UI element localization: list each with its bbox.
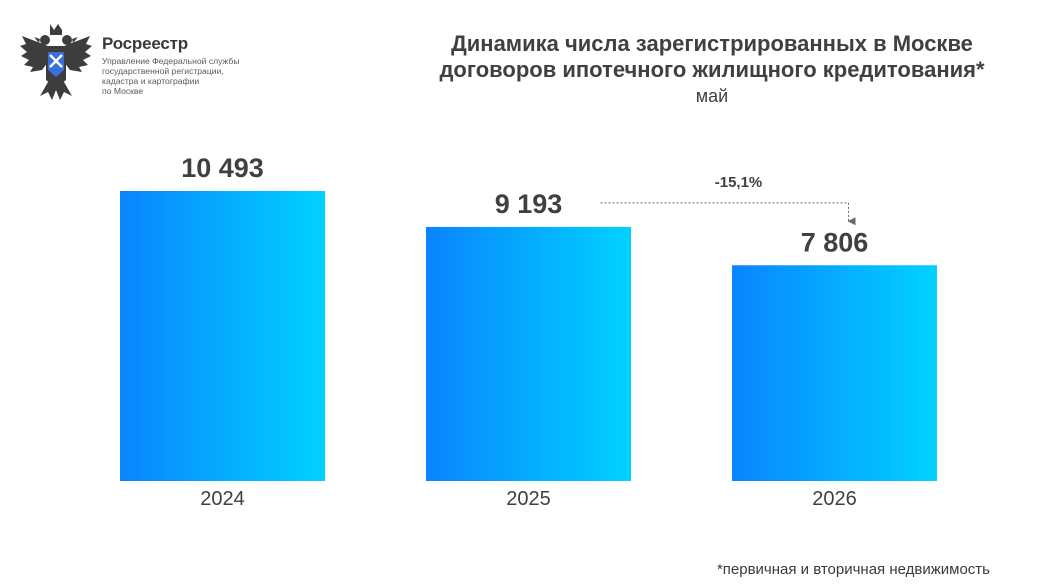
rosreestr-logo: Росреестр Управление Федеральной службы … — [18, 22, 268, 104]
chart-title: Динамика числа зарегистрированных в Моск… — [439, 31, 985, 82]
bar-2024 — [120, 191, 325, 481]
category-label-2024: 2024 — [200, 488, 245, 510]
change-arrow — [600, 202, 856, 226]
footnote: *первичная и вторичная недвижимость — [716, 561, 990, 578]
org-subtitle: Управление Федеральной службы государств… — [102, 56, 240, 96]
change-percent-label: -15,1% — [715, 174, 763, 191]
category-label-2025: 2025 — [506, 488, 551, 510]
bar-2025 — [426, 226, 631, 481]
chart-subtitle: май — [695, 86, 729, 106]
bar-2026 — [732, 265, 937, 481]
category-label-2026: 2026 — [812, 488, 857, 510]
org-name: Росреестр — [102, 34, 188, 53]
eagle-emblem-icon — [20, 24, 92, 100]
value-label-2026: 7 806 — [801, 227, 869, 257]
value-label-2025: 9 193 — [495, 189, 563, 219]
value-label-2024: 10 493 — [181, 153, 264, 183]
